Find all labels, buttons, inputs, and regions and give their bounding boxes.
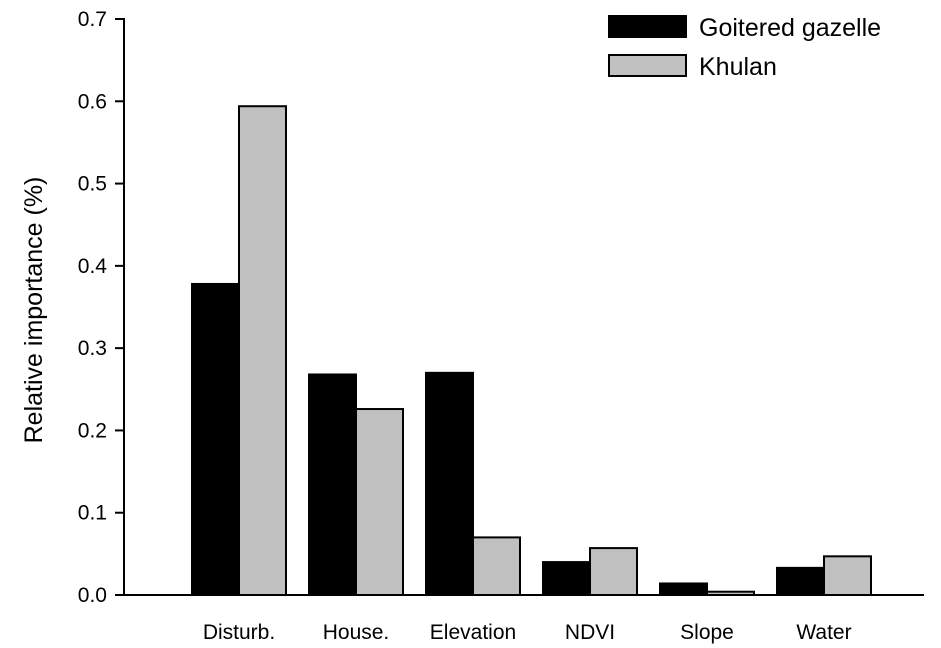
x-tick-label: NDVI bbox=[565, 621, 615, 644]
x-tick-label: Elevation bbox=[430, 621, 516, 644]
y-tick-label: 0.2 bbox=[78, 419, 107, 442]
legend: Goitered gazelle Khulan bbox=[608, 14, 881, 81]
bar-water-goitered-gazelle bbox=[776, 566, 825, 596]
legend-swatch bbox=[608, 15, 687, 38]
bar-disturb-khulan bbox=[238, 105, 287, 596]
bar-slope-goitered-gazelle bbox=[659, 582, 708, 596]
bar-disturb-goitered-gazelle bbox=[191, 282, 240, 596]
bar-elevation-goitered-gazelle bbox=[425, 371, 474, 597]
x-tick-label: Disturb. bbox=[203, 621, 275, 644]
legend-label: Khulan bbox=[699, 53, 777, 81]
y-tick-label: 0.6 bbox=[78, 90, 107, 113]
bar-ndvi-goitered-gazelle bbox=[542, 561, 591, 596]
y-tick-label: 0.7 bbox=[78, 8, 107, 31]
x-axis: Disturb. House. Elevation NDVI Slope Water bbox=[123, 594, 924, 644]
x-tick-label: House. bbox=[323, 621, 390, 644]
y-tick-label: 0.3 bbox=[78, 337, 107, 360]
y-tick-label: 0.4 bbox=[78, 255, 108, 278]
y-axis: 0.0 0.1 0.2 0.3 0.4 0.5 0.6 0.7 bbox=[78, 8, 125, 607]
bar-elevation-khulan bbox=[472, 536, 521, 597]
y-tick-label: 0.1 bbox=[78, 502, 107, 525]
plot-area bbox=[191, 105, 872, 597]
bar-house-khulan bbox=[355, 408, 404, 596]
x-tick-label: Water bbox=[796, 621, 851, 644]
y-tick-label: 0.0 bbox=[78, 584, 107, 607]
x-tick-label: Slope bbox=[680, 621, 734, 644]
bar-water-khulan bbox=[823, 555, 872, 597]
y-axis-title: Relative importance (%) bbox=[20, 177, 48, 444]
bar-house-goitered-gazelle bbox=[308, 373, 357, 596]
y-tick-label: 0.5 bbox=[78, 173, 107, 196]
legend-label: Goitered gazelle bbox=[699, 14, 881, 42]
bar-ndvi-khulan bbox=[589, 547, 638, 597]
legend-swatch bbox=[608, 54, 687, 77]
